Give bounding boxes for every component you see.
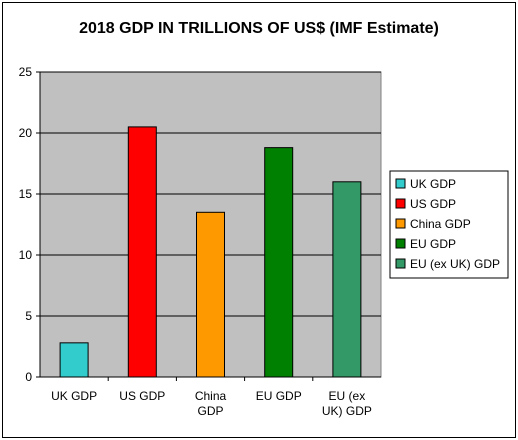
x-tick-label: GDP [197, 404, 223, 418]
y-tick-label: 5 [25, 309, 32, 323]
x-tick-label: EU GDP [256, 389, 302, 403]
legend-swatch [395, 258, 406, 269]
legend-label: US GDP [410, 197, 456, 211]
x-tick-label: China [195, 389, 227, 403]
bar [196, 211, 225, 378]
legend-label: EU (ex UK) GDP [410, 257, 500, 271]
legend-label: EU GDP [410, 237, 456, 251]
legend-swatch [395, 238, 406, 249]
legend-swatch [395, 178, 406, 189]
y-tick-label: 20 [19, 126, 33, 140]
legend-label: UK GDP [410, 177, 456, 191]
bar [127, 126, 157, 378]
y-tick-label: 25 [19, 65, 33, 79]
legend-box [389, 170, 509, 279]
x-tick-label: UK) GDP [322, 404, 372, 418]
bar [59, 342, 89, 378]
x-tick-label: UK GDP [51, 389, 97, 403]
legend-label: China GDP [410, 217, 471, 231]
bar [264, 147, 294, 378]
legend-swatch [395, 198, 406, 209]
x-tick-label: US GDP [119, 389, 165, 403]
x-tick-label: EU (ex [329, 389, 366, 403]
y-tick-label: 15 [19, 187, 33, 201]
legend-swatch [395, 218, 406, 229]
y-tick-label: 0 [25, 370, 32, 384]
y-tick-label: 10 [19, 248, 33, 262]
bar [332, 181, 362, 378]
chart-title: 2018 GDP IN TRILLIONS OF US$ (IMF Estima… [79, 20, 439, 37]
